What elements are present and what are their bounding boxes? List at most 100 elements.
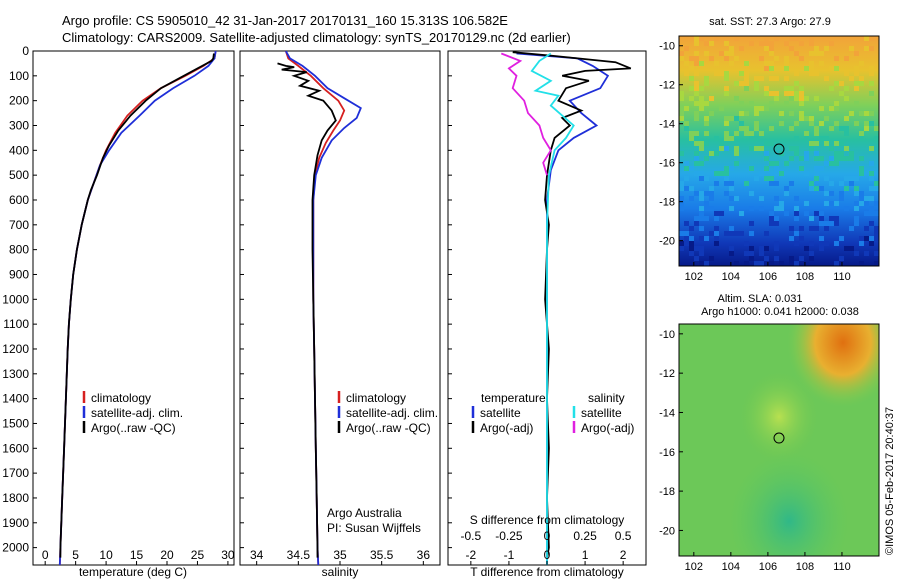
s-diff-tick-label: 0 [544,529,551,543]
x-tick-label: 20 [160,548,174,562]
depth-tick-label: 800 [9,243,29,257]
depth-axis: 0 100 200 300 400 500 600 700 800 900 1000 1100 1200… [2,44,452,555]
argo-location-marker [773,143,785,155]
argo-location-marker [773,432,785,444]
map-y-tick-label: -18 [659,486,675,498]
depth-tick-label: 300 [9,118,29,132]
salinity-x-label: salinity [322,565,359,579]
x-tick-label: 0 [544,548,551,562]
annotation-pi: PI: Susan Wijffels [327,521,421,535]
series-line-0 [284,51,346,565]
depth-tick-label: 1300 [2,367,29,381]
sst-map-title: sat. SST: 27.3 Argo: 27.9 [709,16,831,28]
map-x-tick-label: 108 [796,271,814,283]
timestamp-watermark: ©IMOS 05-Feb-2017 20:40:37 [884,407,896,555]
difference-legend: temperature salinity satellite Argo(-adj… [471,391,634,435]
sla-map-frame [678,323,880,557]
x-tick-label: 35.5 [370,548,394,562]
s-diff-tick-label: 0.5 [615,529,632,543]
map-y-tick-label: -20 [659,525,675,537]
map-y-tick-label: -20 [659,236,675,248]
map-y-tick-label: -12 [659,80,675,92]
x-tick-label: 1 [582,548,589,562]
depth-tick-label: 2000 [2,541,29,555]
series-line-0 [58,51,217,565]
map-y-tick-label: -16 [659,447,675,459]
depth-tick-label: 1700 [2,466,29,480]
difference-x-axis: -2 -1 0 1 2 -0.5 -0.25 0 0.25 0.5 [461,529,632,565]
temperature-x-label: temperature (deg C) [79,565,187,579]
legend-label-t-satellite: satellite [480,406,521,420]
x-tick-label: 35 [333,548,347,562]
map-x-tick-label: 106 [759,271,777,283]
figure-title-line1: Argo profile: CS 5905010_42 31-Jan-2017 … [62,13,508,28]
depth-tick-label: 0 [22,44,29,58]
series-line-1 [285,51,362,565]
x-tick-label: 30 [221,548,235,562]
salinity-legend: climatology satellite-adj. clim. Argo(..… [327,391,438,535]
map-x-tick-label: 104 [722,271,740,283]
map-y-tick-label: -16 [659,158,675,170]
series-line-3 [500,52,552,176]
legend-label-climatology: climatology [346,391,406,405]
series-line-2 [530,52,575,565]
map-y-tick-label: -18 [659,197,675,209]
legend-title-salinity: salinity [588,391,625,405]
depth-tick-label: 200 [9,94,29,108]
sla-map-title: Altim. SLA: 0.031 [718,293,803,305]
sst-map-frame [678,35,880,267]
x-tick-label: -1 [504,548,515,562]
legend-label-argo: Argo(..raw -QC) [346,421,431,435]
x-tick-label: 34.5 [287,548,311,562]
depth-tick-label: 500 [9,168,29,182]
x-tick-label: 5 [72,548,79,562]
depth-tick-label: 1200 [2,342,29,356]
depth-tick-label: 400 [9,143,29,157]
legend-title-temperature: temperature [481,391,546,405]
sst-map: 102 104 106 108 110 -10 -12 -14 -16 -18 -20 [659,35,880,283]
map-x-tick-label: 102 [685,271,703,283]
figure-title-line2: Climatology: CARS2009. Satellite-adjuste… [62,30,571,45]
x-tick-label: 2 [620,548,627,562]
map-x-tick-label: 108 [796,561,814,573]
map-y-tick-label: -12 [659,368,675,380]
sla-map: 102 104 106 108 110 -10 -12 -14 -16 -18 -20 [659,323,880,573]
depth-tick-label: 1100 [3,317,29,331]
series-line-1 [58,51,217,565]
depth-tick-label: 700 [9,218,29,232]
legend-label-climatology: climatology [91,391,151,405]
depth-tick-label: 1000 [2,292,29,306]
depth-tick-label: 1800 [2,491,29,505]
depth-tick-label: 1500 [2,416,29,430]
map-x-tick-label: 110 [833,561,851,573]
salinity-panel-frame [239,50,441,566]
depth-tick-label: 1400 [2,392,29,406]
temperature-x-axis: 0 5 10 15 20 25 30 [42,548,235,565]
map-x-tick-label: 106 [759,561,777,573]
x-tick-label: -2 [466,548,477,562]
legend-label-s-satellite: satellite [581,406,622,420]
difference-s-x-label: S difference from climatology [470,513,625,527]
s-diff-tick-label: 0.25 [573,529,597,543]
difference-t-x-label: T difference from climatology [470,565,624,579]
sla-map-subtitle: Argo h1000: 0.041 h2000: 0.038 [701,306,859,318]
s-diff-tick-label: -0.25 [495,529,523,543]
legend-label-satellite: satellite-adj. clim. [346,406,438,420]
series-line-0 [516,52,610,565]
legend-label-argo: Argo(..raw -QC) [91,421,176,435]
series-line-2 [59,53,215,558]
series-line-2 [277,62,337,558]
salinity-plot [277,51,362,565]
depth-tick-label: 1900 [2,516,29,530]
depth-tick-label: 900 [9,267,29,281]
map-x-tick-label: 102 [685,561,703,573]
x-tick-label: 15 [130,548,144,562]
x-tick-label: 25 [191,548,205,562]
map-y-tick-label: -10 [659,329,675,341]
depth-tick-label: 600 [9,193,29,207]
map-x-tick-label: 104 [722,561,740,573]
x-tick-label: 10 [99,548,113,562]
salinity-x-axis: 34 34.5 35 35.5 36 [250,548,430,565]
